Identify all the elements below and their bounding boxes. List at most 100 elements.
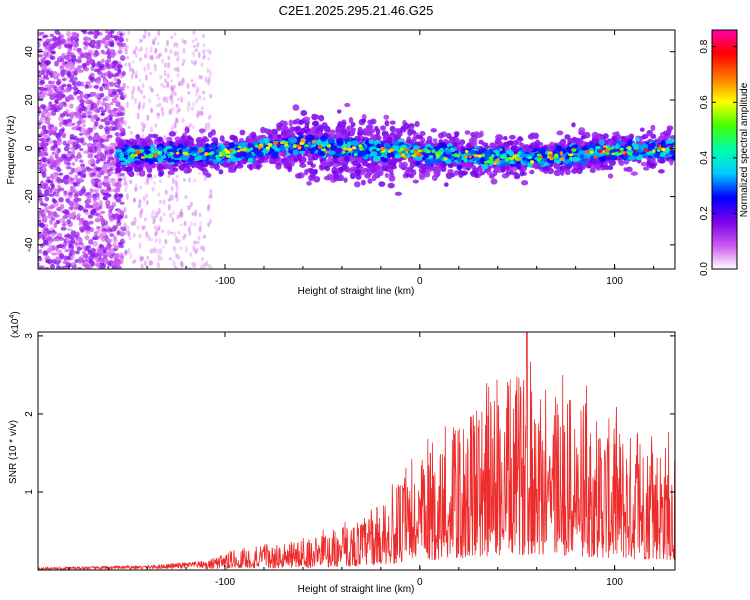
spectrogram-cell	[64, 248, 70, 253]
spectrogram-cell	[56, 166, 61, 170]
spectrogram-cell	[639, 127, 645, 132]
spectrogram-cell	[92, 200, 97, 205]
spectrogram-cell	[470, 139, 476, 146]
spectrogram-cell	[55, 220, 61, 224]
spectrogram-cell	[39, 79, 46, 85]
spectrogram-cell	[124, 47, 128, 52]
spectrogram-cell	[179, 246, 183, 250]
spectrogram-cell	[160, 82, 164, 88]
spectrogram-cell	[174, 181, 178, 188]
spectrogram-cell	[52, 191, 57, 195]
spectrogram-cell	[192, 101, 196, 107]
spectrogram-cell	[167, 197, 171, 203]
spectrogram-cell	[157, 262, 161, 268]
spectrogram-cell	[195, 247, 199, 253]
spectrogram-cell	[100, 118, 106, 122]
spectrogram-cell	[410, 162, 415, 169]
spectrogram-cell	[92, 31, 97, 36]
spectrogram-cell	[626, 166, 633, 173]
spectrogram-cell	[49, 263, 56, 269]
spectrogram-cell	[65, 165, 72, 170]
spectrogram-cell	[650, 124, 656, 132]
spectrogram-cell	[46, 176, 51, 180]
spectrogram-cell	[147, 31, 151, 37]
spectrogram-cell	[136, 172, 140, 176]
spectrogram-cell	[177, 107, 181, 113]
spectrogram-cell	[382, 133, 389, 141]
spectrogram-cell	[63, 146, 70, 152]
spectrogram-cell	[355, 174, 362, 180]
spectrogram-cell	[607, 173, 614, 179]
spectrogram-cell	[47, 105, 52, 110]
spectrogram-cell	[292, 104, 300, 111]
spectrogram-cell	[103, 189, 110, 194]
spectrogram-cell	[205, 172, 212, 178]
spectrogram-cell	[618, 160, 625, 166]
spectrogram-cell	[124, 46, 127, 54]
spectrogram-cell	[206, 205, 210, 212]
spectrogram-cell	[115, 167, 122, 173]
spectrogram-cell	[146, 173, 153, 178]
spectrogram-cell	[133, 48, 137, 55]
spectrogram-cell	[82, 40, 88, 46]
spectrogram-cell	[111, 213, 116, 219]
spectrogram-cell	[415, 134, 423, 140]
spectrogram-cell	[120, 116, 125, 121]
spectrogram-cell	[124, 249, 128, 255]
spectrogram-cell	[134, 97, 137, 105]
spectrogram-cell	[62, 215, 69, 219]
spectrogram-cell	[163, 85, 167, 89]
spectrogram-cell	[100, 218, 106, 224]
spectrogram-cell	[198, 110, 202, 116]
spectrogram-cell	[58, 91, 63, 95]
spectrogram-cell	[512, 144, 518, 152]
spectrogram-cell	[93, 85, 100, 89]
spectrogram-cell	[139, 255, 143, 263]
spectrogram-cell	[669, 158, 674, 166]
spectrogram-cell	[179, 165, 185, 171]
spectrogram-cell	[175, 196, 179, 203]
spectrogram-cell	[113, 35, 119, 40]
spectrogram-cell	[142, 101, 146, 106]
spectrogram-cell	[148, 54, 152, 60]
spectrogram-cell	[473, 171, 479, 178]
spectrogram-cell	[294, 173, 303, 179]
spectrogram-cell	[158, 237, 162, 245]
spectrogram-cell	[84, 234, 90, 241]
spectrogram-cell	[104, 34, 110, 41]
spectrogram-cell	[514, 173, 521, 179]
spectrogram-cell	[90, 251, 96, 258]
spectrogram-cell	[44, 134, 50, 139]
spectrogram-cell	[84, 84, 89, 89]
spectrogram-cell	[46, 111, 51, 118]
spectrogram-cell	[642, 166, 650, 171]
spectrogram-cell	[326, 173, 334, 180]
spectrogram-cell	[105, 104, 111, 111]
spectrogram-cell	[331, 166, 338, 174]
spectrogram-cell	[104, 120, 111, 126]
spectrogram-cell	[161, 229, 165, 233]
spectrogram-cell	[78, 176, 84, 183]
spectrogram-cell	[69, 255, 75, 260]
spectrogram-cell	[69, 206, 74, 211]
spectrogram-cell	[367, 178, 373, 184]
spectrogram-cell	[119, 132, 125, 137]
spectrogram-cell	[156, 112, 160, 117]
spectrogram-cell	[117, 142, 125, 149]
spectrogram-cell	[85, 81, 91, 85]
spectrogram-cell	[77, 205, 84, 212]
spectrogram-cell	[49, 219, 53, 225]
spectrogram-cell	[200, 75, 204, 80]
spectrogram-cell	[138, 199, 142, 203]
spectrogram-cell	[79, 137, 85, 143]
spectrogram-cell	[106, 134, 113, 139]
spectrogram-cell	[71, 162, 76, 166]
spectrogram-cell	[164, 189, 168, 195]
spectrogram-cell	[92, 168, 97, 173]
spectrogram-cell	[132, 197, 136, 203]
spectrogram-cell	[125, 166, 133, 172]
spectrogram-cell	[114, 93, 119, 99]
spectrogram-cell	[121, 42, 127, 48]
spectrogram-cell	[306, 160, 314, 166]
spectrogram-cell	[129, 179, 133, 185]
